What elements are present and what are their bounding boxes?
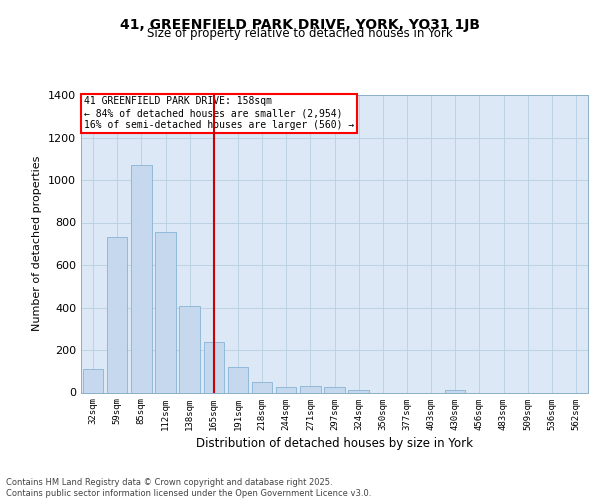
Bar: [107, 238, 127, 392]
Bar: [203, 342, 224, 392]
Bar: [252, 382, 272, 392]
X-axis label: Distribution of detached houses by size in York: Distribution of detached houses by size …: [196, 436, 473, 450]
Bar: [179, 306, 200, 392]
Bar: [227, 367, 248, 392]
Text: 41, GREENFIELD PARK DRIVE, YORK, YO31 1JB: 41, GREENFIELD PARK DRIVE, YORK, YO31 1J…: [120, 18, 480, 32]
Bar: [83, 369, 103, 392]
Bar: [445, 390, 466, 392]
Text: Size of property relative to detached houses in York: Size of property relative to detached ho…: [147, 28, 453, 40]
Bar: [276, 387, 296, 392]
Bar: [155, 232, 176, 392]
Bar: [300, 386, 320, 392]
Bar: [349, 390, 369, 392]
Text: 41 GREENFIELD PARK DRIVE: 158sqm
← 84% of detached houses are smaller (2,954)
16: 41 GREENFIELD PARK DRIVE: 158sqm ← 84% o…: [83, 96, 354, 130]
Y-axis label: Number of detached properties: Number of detached properties: [32, 156, 43, 332]
Text: Contains HM Land Registry data © Crown copyright and database right 2025.
Contai: Contains HM Land Registry data © Crown c…: [6, 478, 371, 498]
Bar: [131, 165, 152, 392]
Bar: [324, 387, 345, 392]
